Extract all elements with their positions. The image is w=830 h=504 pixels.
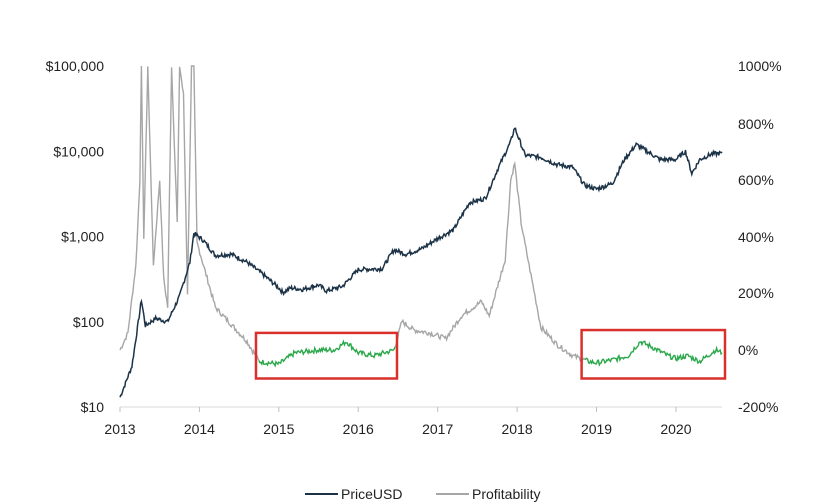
- right-tick-label: -200%: [738, 399, 778, 415]
- priceusd-line: [119, 127, 723, 398]
- highlight-box: [254, 331, 399, 380]
- right-tick-label: 200%: [738, 285, 774, 301]
- legend-label-priceusd: PriceUSD: [341, 486, 402, 502]
- series-layer: [119, 65, 723, 398]
- left-axis-ticks: $10 $100 $1,000 $10,000 $100,000: [46, 58, 105, 415]
- profitability-line: [394, 160, 586, 362]
- left-tick-label: $10: [81, 399, 105, 415]
- profitability-line-highlight: [584, 340, 723, 367]
- right-tick-label: 400%: [738, 229, 774, 245]
- left-tick-label: $10,000: [53, 143, 104, 159]
- x-tick-label: 2013: [104, 421, 135, 437]
- x-tick-label: 2020: [660, 421, 691, 437]
- left-tick-label: $1,000: [61, 229, 104, 245]
- legend-label-profitability: Profitability: [472, 486, 540, 502]
- x-tick-label: 2016: [343, 421, 374, 437]
- x-tick-label: 2019: [581, 421, 612, 437]
- right-tick-label: 800%: [738, 116, 774, 132]
- annotation-layer: [254, 328, 727, 380]
- x-axis-ticks: 2013 2014 2015 2016 2017 2018 2019 2020: [104, 407, 692, 437]
- x-tick-label: 2015: [263, 421, 294, 437]
- right-tick-label: 0%: [738, 342, 758, 358]
- x-tick-label: 2017: [422, 421, 453, 437]
- legend: PriceUSD Profitability: [305, 486, 540, 502]
- right-axis-ticks: -200% 0% 200% 400% 600% 800% 1000%: [738, 58, 782, 415]
- left-tick-label: $100: [73, 314, 104, 330]
- highlight-box: [580, 328, 727, 380]
- right-tick-label: 600%: [738, 172, 774, 188]
- profitability-line: [119, 65, 260, 361]
- right-tick-label: 1000%: [738, 58, 782, 74]
- profitability-line-highlight: [258, 339, 396, 368]
- x-tick-label: 2018: [502, 421, 533, 437]
- left-tick-label: $100,000: [46, 58, 105, 74]
- x-tick-label: 2014: [184, 421, 215, 437]
